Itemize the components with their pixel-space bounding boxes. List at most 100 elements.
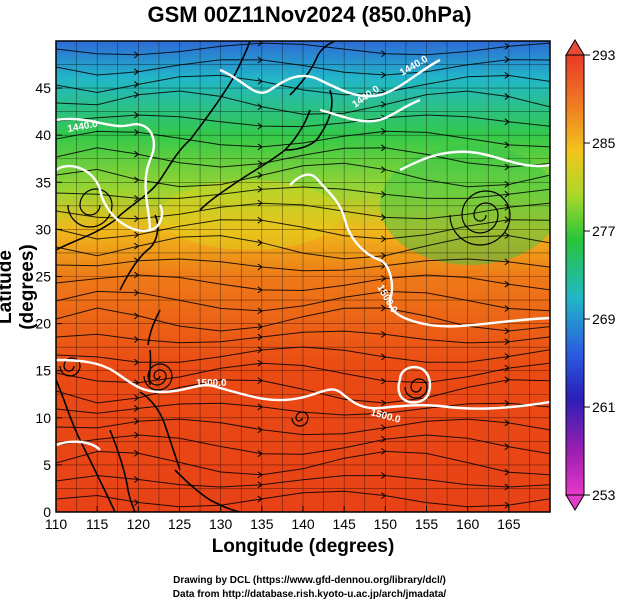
streamline-arrow <box>134 242 140 250</box>
credit-drawing: Drawing by DCL (https://www.gfd-dennou.o… <box>173 575 446 586</box>
streamline-arrow <box>381 377 387 385</box>
streamline-arrow <box>134 476 140 483</box>
warm-anomaly <box>160 180 340 250</box>
streamline-arrow <box>257 471 263 479</box>
streamline-arrow <box>134 128 140 136</box>
y-tick-label: 35 <box>35 174 51 190</box>
streamline-arrow <box>257 77 263 85</box>
streamline-arrow <box>134 449 140 457</box>
streamline-arrow <box>504 376 510 384</box>
streamline-arrow <box>134 257 140 265</box>
streamline-arrow <box>257 323 263 331</box>
colorbar: 293 285 277 269 261 253 <box>565 39 616 511</box>
x-tick-label: 135 <box>250 516 274 532</box>
streamline-arrow <box>504 353 510 360</box>
x-tick-label: 160 <box>456 516 480 532</box>
colorbar-tick-label: 285 <box>592 135 616 151</box>
streamline-arrow <box>257 185 263 193</box>
streamline-arrow <box>504 258 510 266</box>
streamline-arrow <box>134 231 140 239</box>
colorbar-bottom-arrow <box>565 494 585 511</box>
streamline-arrow <box>257 346 263 354</box>
streamline-arrow <box>504 216 510 224</box>
streamline-arrow <box>134 358 140 366</box>
streamline-arrow <box>504 364 510 372</box>
x-tick-label: 150 <box>374 516 398 532</box>
streamline-arrow <box>134 81 140 88</box>
vortices <box>59 188 511 427</box>
streamline-arrow <box>134 215 140 223</box>
x-tick-label: 120 <box>127 516 151 532</box>
streamline-arrow <box>381 50 387 58</box>
streamline-arrow <box>381 287 387 295</box>
colorbar-tick-label: 253 <box>592 487 616 503</box>
y-tick-label: 30 <box>35 221 51 237</box>
y-axis-label: Latitude (degrees) <box>0 244 38 330</box>
streamline-arrow <box>504 93 510 100</box>
x-tick-label: 130 <box>209 516 233 532</box>
colorbar-top-arrow <box>565 39 585 56</box>
streamline-arrow <box>504 305 510 312</box>
streamline-arrow <box>257 103 263 111</box>
chart-title: GSM 00Z11Nov2024 (850.0hPa) <box>147 2 472 27</box>
streamline-arrow <box>134 111 140 119</box>
streamline-arrow <box>257 359 263 367</box>
streamline-arrow <box>257 160 263 168</box>
streamline-arrow <box>257 216 263 224</box>
streamline-arrow <box>134 271 140 279</box>
streamline-arrow <box>134 312 140 320</box>
streamline-arrow <box>257 333 263 341</box>
streamline-arrow <box>504 42 510 50</box>
y-tick-label: 10 <box>35 410 51 426</box>
contour-label: 1440.0 <box>67 119 99 135</box>
streamline-arrow <box>134 394 140 402</box>
streamline-arrow <box>134 150 140 158</box>
streamline-arrow <box>381 127 387 135</box>
streamline-arrow <box>257 122 263 130</box>
streamline-arrow <box>257 171 263 179</box>
streamline-arrow <box>134 194 140 202</box>
streamline-arrow <box>504 163 510 171</box>
streamline-arrow <box>257 199 263 207</box>
x-axis-label: Longitude (degrees) <box>211 536 395 557</box>
y-tick-label: 15 <box>35 363 51 379</box>
streamline-arrow <box>381 144 387 152</box>
y-tick-label: 5 <box>43 457 51 473</box>
streamline-arrow <box>381 166 387 174</box>
streamline-arrow <box>257 426 263 434</box>
y-tick-label: 40 <box>35 127 51 143</box>
streamline-arrow <box>381 275 387 282</box>
streamline-arrow <box>134 499 140 506</box>
streamline-arrow <box>134 176 140 184</box>
y-tick-labels: 0 5 10 15 20 25 30 35 40 45 <box>35 80 62 520</box>
streamline-arrow <box>257 143 263 151</box>
y-tick-label: 45 <box>35 80 51 96</box>
wind-streamlines <box>56 41 550 509</box>
streamline-arrow <box>504 419 510 427</box>
x-tick-labels: 110 115 120 125 130 135 140 145 150 155 160 165 <box>45 506 521 532</box>
streamline-arrow <box>381 409 387 417</box>
streamline-arrow <box>504 338 510 346</box>
streamline-arrow <box>257 403 263 411</box>
streamline-arrow <box>381 101 387 108</box>
streamline-arrow <box>381 235 387 243</box>
streamline-arrow <box>257 377 263 384</box>
streamline-arrow <box>134 405 140 412</box>
x-tick-label: 110 <box>45 516 68 532</box>
streamline-arrow <box>381 214 387 221</box>
streamline-arrow <box>381 399 387 407</box>
y-tick-label: 20 <box>35 316 51 332</box>
streamline-arrow <box>134 417 140 425</box>
streamline-arrow <box>381 330 387 338</box>
streamline-arrow <box>134 289 140 297</box>
colorbar-tick-label: 261 <box>592 399 616 415</box>
y-tick-label: 25 <box>35 269 51 285</box>
streamline-arrow <box>504 118 510 126</box>
streamline-arrow <box>134 431 140 439</box>
streamline-arrow <box>381 304 387 312</box>
contour-label: 1500.0 <box>196 378 227 389</box>
streamline-arrow <box>381 448 387 455</box>
colorbar-tick-label: 277 <box>592 223 616 239</box>
colorbar-fill <box>565 54 585 496</box>
